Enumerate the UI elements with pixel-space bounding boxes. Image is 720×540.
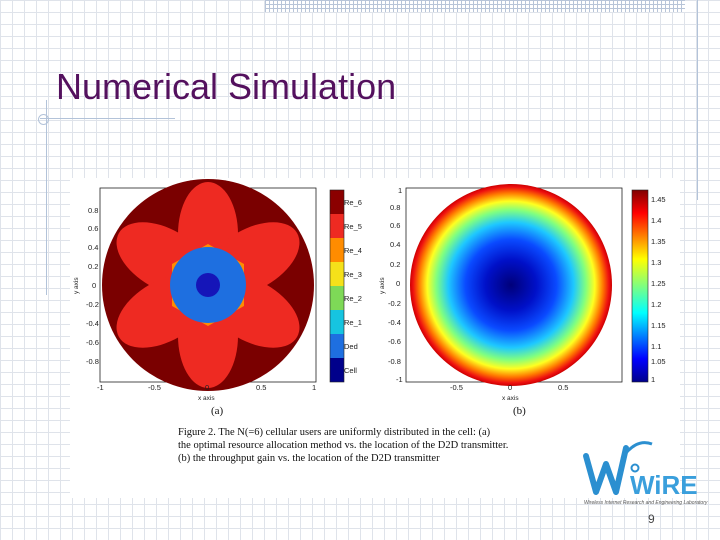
top-decor-bar	[265, 0, 685, 12]
wire-logo: WiRE	[582, 436, 714, 512]
ytick-a: 0.2	[88, 262, 98, 271]
ytick-a: -0.8	[86, 357, 99, 366]
legend-ded: Ded	[344, 342, 358, 351]
panel-a-colorbar	[329, 189, 345, 383]
ytick-b: -0.6	[388, 337, 401, 346]
colorbar-tick: 1.1	[651, 342, 661, 351]
legend-re4: Re_4	[344, 246, 362, 255]
title-bullet-circle	[38, 114, 49, 125]
colorbar-tick: 1.45	[651, 195, 666, 204]
right-guide-line	[697, 0, 698, 200]
xtick-b: 0	[508, 383, 512, 392]
caption-line: the optimal resource allocation method v…	[178, 440, 509, 451]
colorbar-tick: 1.15	[651, 321, 666, 330]
colorbar-tick: 1	[651, 375, 655, 384]
colorbar-tick: 1.35	[651, 237, 666, 246]
ylabel-a: y axis	[73, 277, 80, 294]
legend-re2: Re_2	[344, 294, 362, 303]
legend-re3: Re_3	[344, 270, 362, 279]
ytick-b: 1	[398, 186, 402, 195]
ytick-b: 0.8	[390, 203, 400, 212]
logo-text: WiRE	[630, 470, 698, 500]
colorbar-tick: 1.3	[651, 258, 661, 267]
ytick-b: 0.2	[390, 260, 400, 269]
left-guide-line	[46, 100, 47, 295]
xtick-a: -1	[97, 383, 104, 392]
ytick-a: -0.6	[86, 338, 99, 347]
figure-svg: Re_6 Re_5 Re_4 Re_3 Re_2 Re_1 Ded Cell 0…	[73, 179, 666, 402]
panel-b-plot	[405, 184, 623, 386]
ytick-a: 0.8	[88, 206, 98, 215]
figure-caption: Figure 2. The N(=6) cellular users are u…	[178, 426, 568, 465]
wire-logo-icon: WiRE	[583, 441, 698, 500]
ytick-b: -0.4	[388, 318, 401, 327]
ylabel-b: y axis	[379, 277, 386, 294]
colorbar-tick: 1.25	[651, 279, 666, 288]
xtick-a: 0.5	[256, 383, 266, 392]
xlabel-a: x axis	[198, 395, 215, 402]
ytick-b: 0	[396, 279, 400, 288]
logo-subtitle: Wireless Internet Research and Engineeri…	[584, 500, 708, 506]
panel-a-label: (a)	[211, 405, 224, 417]
ytick-a: 0.4	[88, 243, 98, 252]
xlabel-b: x axis	[502, 395, 519, 402]
colorbar-tick: 1.4	[651, 216, 661, 225]
xtick-a: -0.5	[148, 383, 161, 392]
panel-b-colorbar	[631, 189, 649, 383]
caption-line: Figure 2. The N(=6) cellular users are u…	[178, 427, 491, 438]
legend-re5: Re_5	[344, 222, 362, 231]
xtick-a: 1	[312, 383, 316, 392]
legend-cell: Cell	[344, 366, 357, 375]
xtick-b: 0.5	[558, 383, 568, 392]
throughput-gain-heatmap	[410, 184, 612, 386]
ytick-a: -0.4	[86, 319, 99, 328]
ytick-b: -0.8	[388, 357, 401, 366]
ytick-b: 0.6	[390, 221, 400, 230]
legend-re6: Re_6	[344, 198, 362, 207]
ytick-a: -0.2	[86, 300, 99, 309]
ytick-b: -0.2	[388, 299, 401, 308]
ytick-a: 0.6	[88, 224, 98, 233]
panel-b-label: (b)	[513, 405, 526, 417]
slide-number: 9	[648, 512, 655, 526]
xtick-b: -0.5	[450, 383, 463, 392]
simulation-figure: Re_6 Re_5 Re_4 Re_3 Re_2 Re_1 Ded Cell 0…	[70, 178, 680, 498]
colorbar-tick: 1.05	[651, 357, 666, 366]
ytick-a: 0	[92, 281, 96, 290]
colorbar-tick: 1.2	[651, 300, 661, 309]
legend-re1: Re_1	[344, 318, 362, 327]
xtick-a: 0	[205, 383, 209, 392]
title-underline	[40, 118, 175, 119]
ytick-b: 0.4	[390, 240, 400, 249]
caption-line: (b) the throughput gain vs. the location…	[178, 453, 440, 464]
slide-title: Numerical Simulation	[56, 66, 397, 107]
panel-a-plot	[99, 179, 317, 391]
ytick-b: -1	[396, 375, 403, 384]
